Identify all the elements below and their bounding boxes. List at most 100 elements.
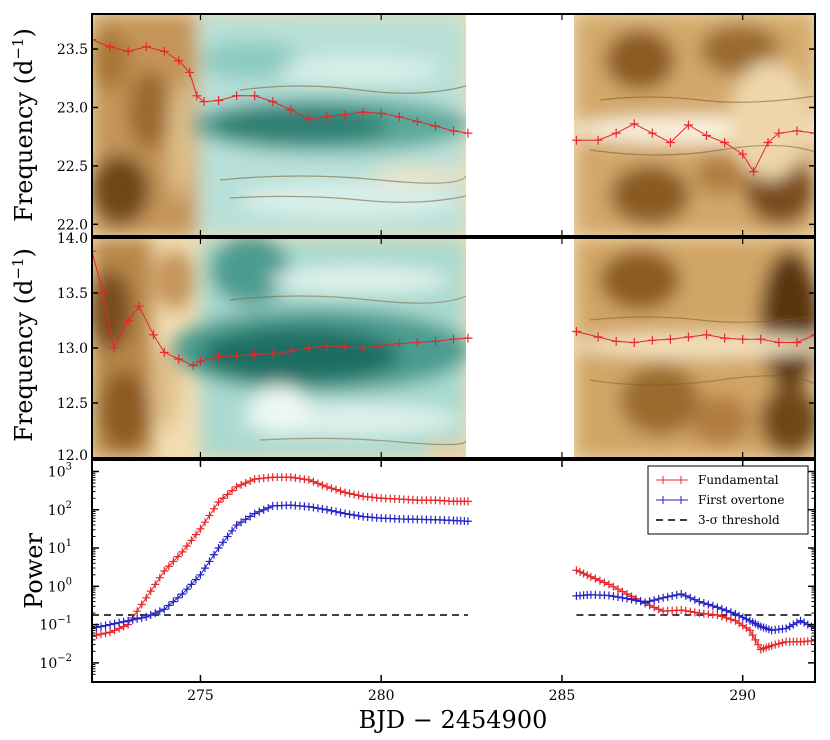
series-marker-0 [350, 490, 359, 499]
ridge-marker-1 [105, 42, 115, 52]
ridge-marker-11 [250, 91, 260, 101]
series-marker-0 [613, 585, 622, 594]
series-marker-1 [223, 532, 232, 541]
ridge-marker-17 [358, 107, 368, 117]
series-marker-1 [219, 538, 228, 547]
ridge-marker-17 [340, 342, 350, 352]
series-marker-1 [654, 594, 663, 603]
series-marker-1 [713, 603, 722, 612]
series-marker-0 [110, 626, 119, 635]
series-marker-0 [713, 611, 722, 620]
series-marker-1 [663, 592, 672, 601]
ridge-marker-6 [159, 347, 169, 357]
series-marker-1 [650, 596, 659, 605]
series-marker-0 [745, 626, 754, 635]
ridge-marker-31 [702, 131, 712, 141]
series-marker-0 [137, 600, 146, 609]
series-marker-1 [341, 509, 350, 518]
series-marker-0 [778, 638, 787, 647]
middle-ylabel: Frequency (d−1) [9, 248, 38, 442]
series-marker-1 [690, 595, 699, 604]
series-marker-1 [214, 544, 223, 553]
ridge-marker-32 [720, 138, 730, 148]
ytick-label: 10−2 [39, 653, 72, 672]
series-marker-1 [792, 618, 801, 627]
ridge-marker-33 [738, 149, 748, 159]
ridge-marker-6 [185, 67, 195, 77]
ridge-marker-26 [593, 332, 603, 342]
ridge-marker-12 [250, 350, 260, 360]
ridge-marker-22 [449, 126, 458, 136]
series-marker-1 [191, 575, 200, 584]
bottom-frame [91, 459, 816, 683]
series-marker-1 [169, 597, 178, 606]
series-marker-0 [142, 593, 151, 602]
bottom-xticks: 275 280 285 290 [187, 14, 756, 704]
series-marker-0 [595, 576, 604, 585]
ridge-marker-15 [304, 343, 314, 353]
ridge-marker-18 [376, 108, 386, 118]
series-marker-1 [782, 624, 791, 633]
ridge-marker-5 [148, 330, 158, 340]
ridge-marker-14 [286, 346, 296, 356]
series-marker-1 [726, 608, 735, 617]
series-marker-0 [291, 473, 300, 482]
series-marker-1 [304, 502, 313, 511]
series-marker-1 [717, 604, 726, 613]
series-marker-0 [754, 640, 763, 649]
ridge-marker-35 [756, 334, 766, 344]
ytick-label: 22.0 [57, 217, 88, 233]
ridge-marker-28 [647, 128, 657, 138]
series-marker-0 [650, 603, 659, 612]
middle-yticks: 12.0 12.5 13.0 13.5 14.0 [57, 231, 815, 464]
ridge-marker-3 [123, 316, 133, 325]
series-marker-0 [345, 489, 354, 498]
ridge-marker-27 [611, 336, 621, 346]
series-marker-1 [623, 594, 632, 603]
series-marker-0 [604, 580, 613, 589]
series-marker-1 [789, 620, 798, 629]
series-marker-0 [722, 613, 731, 622]
series-marker-1 [313, 504, 322, 513]
ridge-marker-20 [412, 116, 422, 126]
ytick-label: 103 [48, 461, 72, 480]
series-marker-1 [146, 611, 155, 620]
series-marker-0 [205, 511, 214, 520]
series-marker-1 [128, 615, 137, 624]
series-marker-0 [133, 607, 142, 616]
ridge-marker-25 [571, 327, 581, 336]
ridge-marker-19 [394, 112, 404, 122]
series-marker-0 [164, 562, 173, 571]
ridge-marker-33 [720, 333, 730, 343]
series-marker-0 [214, 498, 223, 507]
series-marker-0 [609, 582, 618, 591]
bottom-xlabel: BJD − 2454900 [359, 706, 548, 734]
ridge-marker-37 [792, 338, 802, 347]
series-marker-1 [742, 615, 751, 624]
ridge-marker-2 [109, 343, 119, 353]
series-marker-1 [800, 618, 809, 627]
ridge-marker-15 [322, 112, 332, 122]
top-ridge [92, 35, 815, 177]
ridge-marker-31 [683, 332, 693, 342]
series-marker-1 [173, 593, 182, 602]
middle-gap [466, 238, 574, 458]
series-marker-0 [187, 536, 196, 545]
ridge-marker-11 [232, 351, 242, 361]
ytick-label: 22.5 [57, 159, 88, 175]
series-marker-0 [146, 587, 155, 596]
series-marker-1 [115, 618, 124, 627]
series-marker-0 [677, 606, 686, 615]
ridge-marker-14 [304, 114, 314, 124]
ridge-marker-13 [268, 349, 278, 358]
series-marker-0 [336, 487, 345, 496]
ridge-marker-30 [665, 334, 675, 344]
ridge-marker-37 [792, 126, 802, 136]
series-marker-0 [327, 484, 336, 493]
ridge-marker-1 [98, 288, 108, 298]
series-marker-0 [748, 631, 757, 640]
ridge-marker-19 [376, 341, 386, 351]
ridge-marker-36 [774, 128, 784, 138]
top-frame [91, 13, 816, 237]
